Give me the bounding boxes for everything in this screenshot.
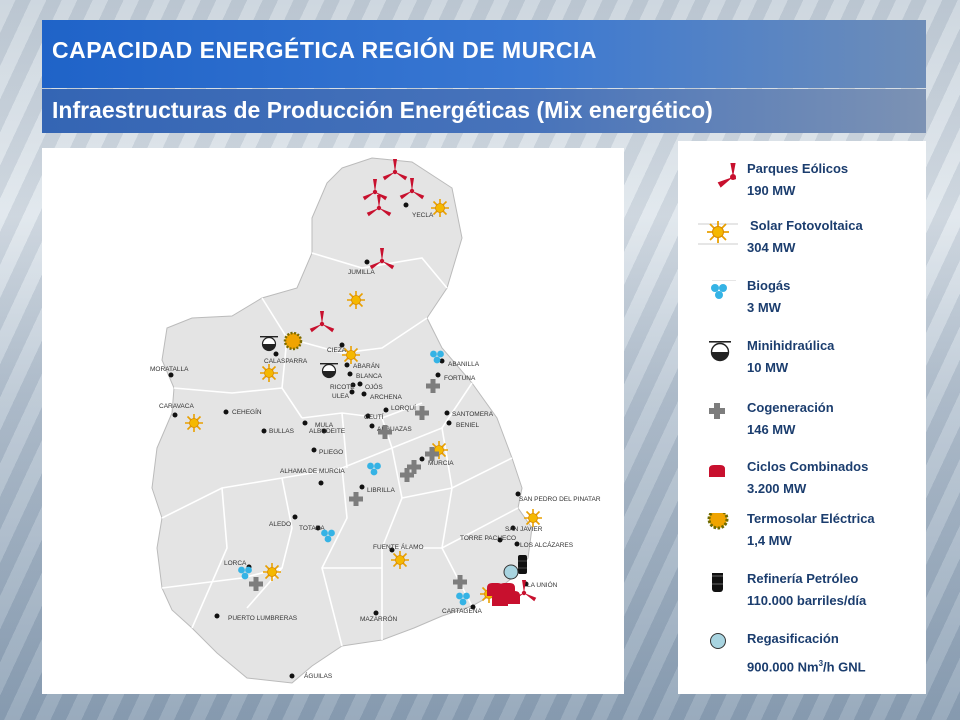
legend-label: Solar Fotovoltaica bbox=[750, 218, 863, 233]
combined-cycle-icon bbox=[709, 465, 725, 477]
minihydro-icon bbox=[709, 341, 731, 362]
solar-sun-icon bbox=[262, 562, 282, 582]
combined-cycle-icon bbox=[504, 591, 520, 604]
city-label: TORRE PACHECO bbox=[460, 535, 516, 542]
city-label: BULLAS bbox=[269, 428, 295, 435]
city-label: LA UNIÓN bbox=[527, 580, 558, 589]
city-label: LOS ALCÁZARES bbox=[520, 540, 574, 549]
city-label: BLANCA bbox=[356, 373, 383, 380]
legend-label: Biogás bbox=[747, 278, 791, 293]
legend-label: Cogeneración bbox=[747, 400, 834, 415]
city-label: FORTUNA bbox=[444, 375, 476, 382]
legend-item-refinery: Refinería Petróleo 110.000 barriles/día bbox=[678, 569, 926, 619]
legend-label: Refinería Petróleo bbox=[747, 571, 859, 586]
solar-sun-icon bbox=[341, 345, 361, 365]
legend-value: 900.000 Nm3/h GNL bbox=[747, 659, 866, 675]
thermosolar-marker bbox=[283, 331, 303, 351]
city-label: LORCA bbox=[224, 560, 247, 567]
city-label: MORATALLA bbox=[150, 366, 189, 373]
city-label: PLIEGO bbox=[319, 449, 343, 456]
legend-panel: Parques Eólicos 190 MW Solar Fotovoltaic… bbox=[678, 141, 926, 694]
city-label: ALEDO bbox=[269, 521, 291, 528]
city-markers: YECLA JUMILLA CIEZA CALASPARRA ABARÁN BL… bbox=[150, 202, 601, 680]
legend-label: Parques Eólicos bbox=[747, 161, 849, 176]
wind-turbine-icon bbox=[717, 163, 736, 188]
legend-label: Minihidraúlica bbox=[747, 338, 835, 353]
legend-item-combined-cycle: Ciclos Combinados 3.200 MW bbox=[678, 457, 926, 507]
city-label: ÁGUILAS bbox=[304, 671, 333, 680]
thermosolar-icon bbox=[707, 513, 729, 530]
legend-item-minihydro: Minihidraúlica 10 MW bbox=[678, 336, 926, 386]
murcia-map: YECLA JUMILLA CIEZA CALASPARRA ABARÁN BL… bbox=[150, 157, 601, 684]
city-label: ARCHENA bbox=[370, 394, 402, 401]
legend-label: Regasificación bbox=[747, 631, 839, 646]
city-label: MULA bbox=[315, 422, 334, 429]
city-label: ABANILLA bbox=[448, 361, 480, 368]
oil-barrel-icon bbox=[518, 555, 527, 574]
city-label: LORQUÍ bbox=[391, 403, 416, 412]
legend-item-cogeneration: Cogeneración 146 MW bbox=[678, 398, 926, 448]
city-label: OJÓS bbox=[365, 382, 383, 391]
legend-value: 190 MW bbox=[747, 183, 796, 198]
legend-value: 3 MW bbox=[747, 300, 781, 315]
legend-value: 10 MW bbox=[747, 360, 789, 375]
city-label: PUERTO LUMBRERAS bbox=[228, 615, 298, 622]
regasification-circle-icon bbox=[710, 633, 726, 649]
city-label: ALHAMA DE MURCIA bbox=[280, 468, 345, 475]
refinery-marker bbox=[518, 555, 527, 574]
city-label: SAN PEDRO DEL PINATAR bbox=[519, 496, 601, 503]
solar-sun-icon bbox=[698, 221, 738, 245]
solar-sun-icon bbox=[184, 413, 204, 433]
page-title: CAPACIDAD ENERGÉTICA REGIÓN DE MURCIA bbox=[42, 20, 926, 88]
legend-item-biogas: Biogás 3 MW bbox=[678, 276, 926, 326]
city-label: ABARÁN bbox=[353, 361, 380, 370]
legend-label: Termosolar Eléctrica bbox=[747, 511, 875, 526]
city-label: TOTANA bbox=[299, 525, 325, 532]
city-label: SAN JAVIER bbox=[505, 526, 543, 533]
page-subtitle: Infraestructuras de Producción Energétic… bbox=[42, 89, 926, 133]
legend-item-solar: Solar Fotovoltaica 304 MW bbox=[678, 216, 926, 266]
solar-sun-icon bbox=[346, 290, 366, 310]
city-label: YECLA bbox=[412, 212, 434, 219]
city-label: CARAVACA bbox=[159, 403, 194, 410]
city-label: ALBUDEITE bbox=[309, 428, 346, 435]
legend-value: 304 MW bbox=[747, 240, 796, 255]
legend-item-thermosolar: Termosolar Eléctrica 1,4 MW bbox=[678, 509, 926, 559]
city-label: RICOTE bbox=[330, 384, 355, 391]
legend-value: 3.200 MW bbox=[747, 481, 807, 496]
solar-sun-icon bbox=[430, 198, 450, 218]
solar-sun-icon bbox=[259, 363, 279, 383]
city-label: LIBRILLA bbox=[367, 487, 395, 494]
city-label: SANTOMERA bbox=[452, 411, 494, 418]
combined-cycle-markers bbox=[487, 583, 520, 606]
city-label: CEHEGÍN bbox=[232, 407, 262, 416]
thermosolar-icon bbox=[283, 331, 303, 351]
oil-barrel-icon bbox=[712, 573, 723, 592]
city-label: CEUTÍ bbox=[364, 412, 384, 421]
solar-sun-icon bbox=[523, 508, 543, 528]
legend-label: Ciclos Combinados bbox=[747, 459, 869, 474]
city-label: JUMILLA bbox=[348, 269, 375, 276]
city-label: BENIEL bbox=[456, 422, 480, 429]
municipal-boundaries bbox=[161, 252, 519, 647]
regasification-circle-icon bbox=[503, 564, 519, 580]
city-label: MURCIA bbox=[428, 460, 454, 467]
city-label: ALGUAZAS bbox=[377, 426, 412, 433]
cogeneration-cross-icon bbox=[709, 403, 725, 419]
solar-sun-icon bbox=[390, 550, 410, 570]
city-label: FUENTE ÁLAMO bbox=[373, 542, 424, 551]
legend-value: 146 MW bbox=[747, 422, 796, 437]
legend-value: 110.000 barriles/día bbox=[747, 593, 867, 608]
legend-item-wind: Parques Eólicos 190 MW bbox=[678, 159, 926, 209]
city-label: MAZARRÓN bbox=[360, 614, 398, 623]
city-label: CARTAGENA bbox=[442, 608, 483, 615]
city-label: CALASPARRA bbox=[264, 358, 308, 365]
biogas-drops-icon bbox=[711, 280, 736, 299]
legend-item-regasification: Regasificación 900.000 Nm3/h GNL bbox=[678, 629, 926, 679]
legend-value: 1,4 MW bbox=[747, 533, 792, 548]
city-label: ULEA bbox=[332, 393, 350, 400]
murcia-map-panel: YECLA JUMILLA CIEZA CALASPARRA ABARÁN BL… bbox=[42, 148, 624, 694]
city-label: CIEZA bbox=[327, 347, 347, 354]
